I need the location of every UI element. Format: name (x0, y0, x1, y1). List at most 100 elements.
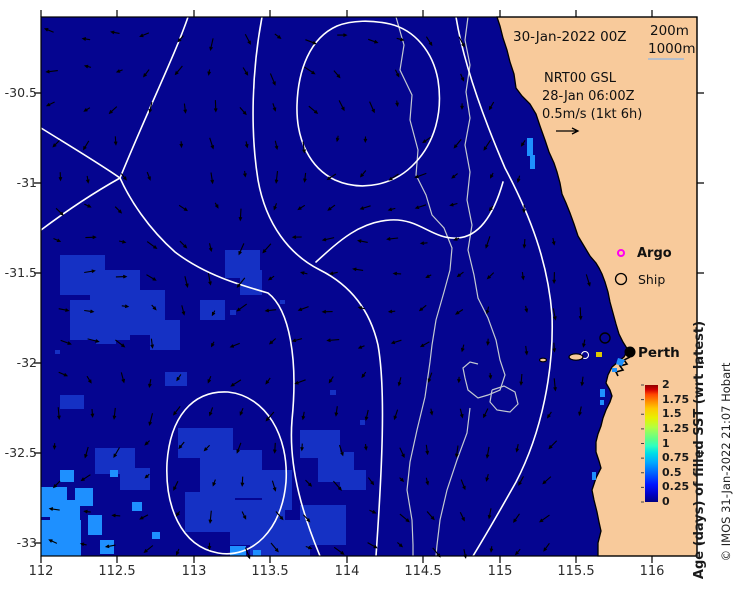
current-vector-arrow (148, 101, 153, 114)
current-vector-arrow (301, 411, 306, 421)
y-tick-31: -31 (16, 175, 37, 190)
gsl-contour-sweep-a (119, 177, 321, 557)
current-vector-arrow (419, 341, 430, 348)
current-vector-arrow (425, 274, 432, 278)
current-vector-arrow (236, 303, 248, 312)
bathymetry-contours (395, 16, 519, 557)
current-vector-arrow (58, 308, 70, 312)
current-vector-arrow (551, 237, 556, 246)
current-vector-arrow (236, 442, 242, 454)
current-vector-arrow (335, 135, 340, 143)
current-vector-arrow (183, 103, 188, 114)
current-vector-arrow (81, 37, 91, 41)
current-vector-arrow (272, 103, 277, 112)
current-vector-arrow (173, 405, 181, 416)
current-vector-arrow (208, 510, 213, 524)
argo-legend-marker (617, 249, 625, 257)
current-vector-arrow (239, 407, 244, 416)
current-vector-arrow (178, 204, 188, 212)
current-vector-arrow (229, 342, 240, 348)
y-tick-31-5: -31.5 (4, 265, 37, 280)
current-vector-arrow (460, 103, 464, 110)
current-vector-arrow (514, 548, 521, 556)
x-tick-113-5: 113.5 (251, 564, 289, 579)
current-vector-arrow (326, 173, 337, 181)
current-vector-arrow (174, 65, 183, 76)
current-vector-arrow (302, 141, 307, 154)
current-vector-arrow (175, 548, 180, 556)
current-vector-arrow (334, 406, 339, 417)
current-vector-arrow (364, 444, 368, 451)
current-vector-arrow (485, 446, 490, 459)
current-vector-arrow (399, 477, 405, 482)
current-vector-arrow (460, 344, 465, 353)
current-vector-arrow (455, 309, 464, 315)
current-vector-arrow (275, 511, 284, 521)
current-vector-arrow (386, 237, 399, 241)
x-tick-115-5: 115.5 (557, 564, 595, 579)
current-vector-arrow (143, 69, 150, 78)
current-vector-arrow (390, 339, 402, 345)
current-vector-arrow (483, 408, 489, 419)
current-vector-arrow (360, 170, 367, 178)
current-vector-field (43, 28, 591, 560)
current-vector-arrow (399, 513, 410, 523)
current-vector-arrow (552, 272, 556, 285)
current-vector-arrow (79, 542, 87, 547)
current-vector-arrow (419, 241, 428, 246)
current-vector-arrow (456, 271, 464, 278)
current-vector-arrow (210, 172, 215, 185)
current-vector-arrow (214, 202, 219, 209)
cb-tick-0-5: 0.5 (662, 465, 682, 479)
current-vector-arrow (395, 100, 399, 107)
current-vector-arrow (146, 241, 158, 250)
current-vector-arrow (397, 377, 402, 387)
current-vector-arrow (203, 444, 210, 452)
cb-tick-1-5: 1.5 (662, 407, 682, 421)
current-vector-arrow (522, 239, 527, 249)
current-vector-arrow (52, 443, 57, 450)
current-vector-arrow (308, 105, 319, 115)
current-vector-arrow (414, 204, 427, 210)
velocity-scale-label: 0.5m/s (1kt 6h) (542, 107, 643, 122)
current-vector-arrow (86, 375, 92, 384)
current-vector-arrow (449, 202, 458, 207)
current-vector-arrow (542, 476, 552, 485)
current-vector-arrow (582, 339, 586, 348)
current-vector-arrow (85, 175, 90, 184)
current-vector-arrow (425, 444, 430, 456)
current-vector-arrow (271, 480, 277, 492)
gsl-contours (40, 16, 590, 557)
current-vector-arrow (387, 309, 396, 314)
age-colorbar (645, 385, 658, 502)
current-vector-arrow (369, 509, 377, 514)
current-vector-arrow (179, 141, 184, 149)
x-tick-114-5: 114.5 (404, 564, 442, 579)
current-vector-arrow (425, 36, 433, 47)
current-vector-arrow (80, 474, 91, 482)
current-vector-arrow (414, 172, 427, 179)
current-vector-arrow (236, 277, 246, 288)
current-vector-arrow (240, 476, 245, 487)
current-vector-arrow (392, 271, 402, 276)
current-vector-arrow (115, 69, 123, 73)
current-vector-arrow (208, 243, 213, 253)
current-vector-arrow (357, 306, 366, 310)
current-vector-arrow (291, 338, 303, 343)
ship-legend-label: Ship (638, 272, 666, 287)
current-vector-arrow (546, 411, 552, 419)
current-vector-arrow (84, 309, 95, 314)
current-vector-arrow (146, 274, 157, 281)
current-vector-arrow (108, 106, 118, 115)
current-vector-arrow (58, 371, 69, 377)
age-quarter-patch-group (41, 138, 535, 556)
current-vector-arrow (242, 67, 249, 76)
gsl-contour-wavy (315, 181, 504, 263)
current-vector-arrow (244, 34, 251, 45)
current-vector-arrow (85, 235, 97, 240)
x-tick-112: 112 (28, 564, 54, 579)
current-vector-arrow (184, 276, 189, 288)
current-vector-arrow (451, 173, 458, 179)
current-vector-arrow (148, 379, 152, 389)
current-vector-arrow (90, 409, 95, 418)
